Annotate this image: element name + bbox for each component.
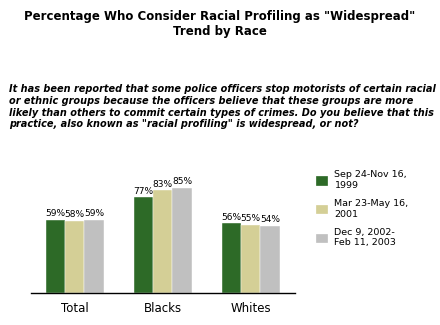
Bar <box>260 226 280 292</box>
Text: 54%: 54% <box>260 215 280 224</box>
Text: 77%: 77% <box>133 187 154 196</box>
Legend: Sep 24-Nov 16,
1999, Mar 23-May 16,
2001, Dec 9, 2002-
Feb 11, 2003: Sep 24-Nov 16, 1999, Mar 23-May 16, 2001… <box>313 168 411 250</box>
Bar <box>172 188 192 292</box>
Text: 55%: 55% <box>241 214 261 223</box>
Text: 85%: 85% <box>172 177 192 186</box>
Bar <box>46 220 65 292</box>
Bar <box>65 221 84 292</box>
Text: 59%: 59% <box>84 209 104 218</box>
Text: 56%: 56% <box>221 213 242 222</box>
Bar <box>222 223 241 292</box>
Text: 59%: 59% <box>45 209 66 218</box>
Text: It has been reported that some police officers stop motorists of certain racial
: It has been reported that some police of… <box>9 84 436 129</box>
Text: 58%: 58% <box>65 210 85 219</box>
Bar <box>134 197 153 292</box>
Text: 83%: 83% <box>153 179 173 188</box>
Bar <box>153 190 172 292</box>
Bar <box>84 220 104 292</box>
Bar <box>241 225 260 292</box>
Text: Percentage Who Consider Racial Profiling as "Widespread"
Trend by Race: Percentage Who Consider Racial Profiling… <box>24 10 416 38</box>
